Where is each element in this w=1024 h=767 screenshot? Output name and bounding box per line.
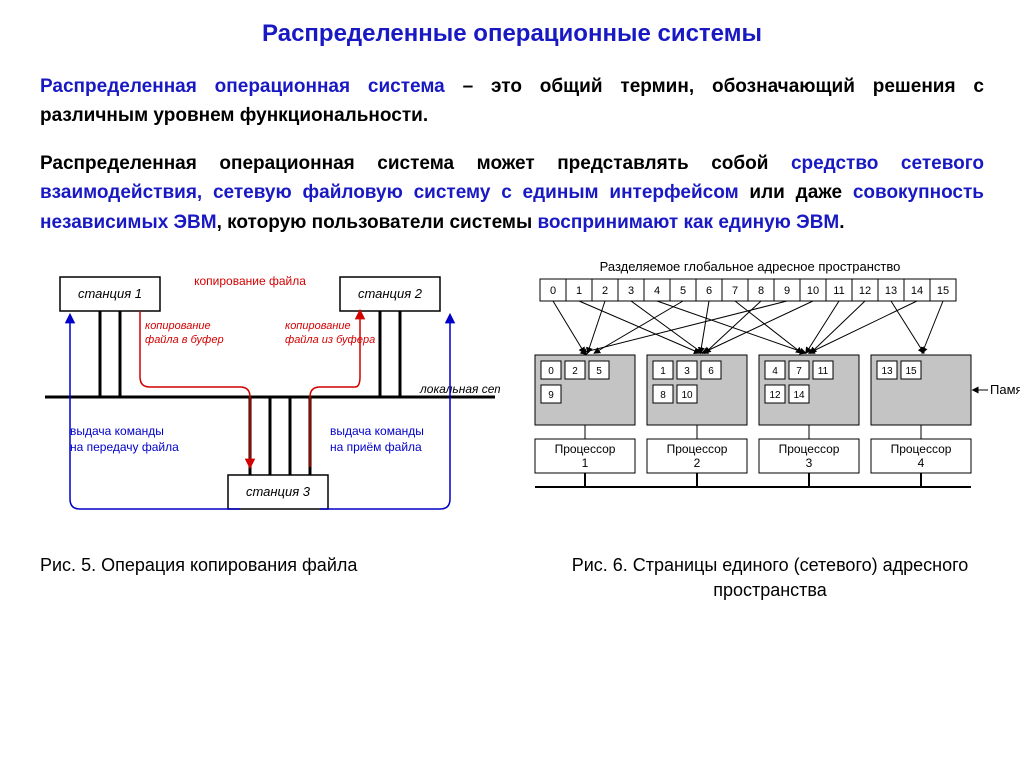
svg-text:Память: Память (990, 382, 1020, 397)
svg-text:14: 14 (793, 390, 805, 401)
svg-text:10: 10 (681, 390, 693, 401)
svg-text:14: 14 (911, 285, 923, 297)
svg-text:станция 2: станция 2 (358, 286, 423, 301)
svg-text:1: 1 (582, 456, 589, 470)
svg-text:4: 4 (918, 456, 925, 470)
svg-text:2: 2 (602, 285, 608, 297)
svg-text:выдача команды: выдача команды (70, 424, 164, 438)
svg-text:12: 12 (769, 390, 781, 401)
figure-6-caption: Рис. 6. Страницы единого (сетевого) адре… (520, 553, 1020, 603)
svg-text:копирование файла: копирование файла (194, 274, 306, 288)
svg-text:файла в буфер: файла в буфер (145, 334, 224, 346)
svg-text:13: 13 (881, 366, 893, 377)
svg-text:0: 0 (550, 285, 556, 297)
svg-text:3: 3 (628, 285, 634, 297)
svg-text:3: 3 (684, 366, 690, 377)
svg-text:выдача команды: выдача команды (330, 424, 424, 438)
svg-text:3: 3 (806, 456, 813, 470)
figure-5-caption: Рис. 5. Операция копирования файла (40, 553, 500, 578)
svg-text:6: 6 (706, 285, 712, 297)
figure-6: Разделяемое глобальное адресное простран… (520, 257, 1020, 603)
svg-text:станция 3: станция 3 (246, 484, 311, 499)
svg-text:Процессор: Процессор (779, 442, 840, 456)
svg-text:Разделяемое глобальное адресно: Разделяемое глобальное адресное простран… (600, 259, 901, 274)
svg-text:12: 12 (859, 285, 871, 297)
svg-text:0: 0 (548, 366, 554, 377)
svg-text:11: 11 (833, 285, 844, 297)
svg-text:4: 4 (654, 285, 660, 297)
svg-text:1: 1 (576, 285, 582, 297)
svg-text:2: 2 (572, 366, 578, 377)
svg-text:Процессор: Процессор (891, 442, 952, 456)
svg-text:1: 1 (660, 366, 666, 377)
svg-text:13: 13 (885, 285, 897, 297)
svg-text:копирование: копирование (285, 320, 351, 332)
svg-text:8: 8 (758, 285, 764, 297)
svg-text:7: 7 (796, 366, 802, 377)
svg-text:9: 9 (548, 390, 554, 401)
svg-text:15: 15 (905, 366, 917, 377)
svg-text:Процессор: Процессор (555, 442, 616, 456)
svg-text:15: 15 (937, 285, 949, 297)
svg-text:9: 9 (784, 285, 790, 297)
figure-5: станция 1 станция 2 станция 3 локальная сет… (40, 257, 500, 603)
page-title: Распределенные операционные системы (40, 20, 984, 48)
paragraph-1: Распределенная операционная система – эт… (40, 72, 984, 131)
svg-text:локальная сеть: локальная сеть (419, 382, 500, 396)
svg-text:на передачу файла: на передачу файла (70, 440, 179, 454)
svg-text:2: 2 (694, 456, 701, 470)
svg-text:8: 8 (660, 390, 666, 401)
svg-text:на приём файла: на приём файла (330, 440, 422, 454)
svg-text:4: 4 (772, 366, 778, 377)
paragraph-2: Распределенная операционная система може… (40, 149, 984, 237)
svg-text:копирование: копирование (145, 320, 211, 332)
svg-text:6: 6 (708, 366, 714, 377)
svg-text:Процессор: Процессор (667, 442, 728, 456)
svg-text:станция 1: станция 1 (78, 286, 142, 301)
svg-text:5: 5 (596, 366, 602, 377)
svg-text:файла из буфера: файла из буфера (285, 334, 375, 346)
svg-text:5: 5 (680, 285, 686, 297)
svg-text:10: 10 (807, 285, 819, 297)
svg-text:7: 7 (732, 285, 738, 297)
diagrams-row: станция 1 станция 2 станция 3 локальная сет… (40, 257, 984, 603)
svg-text:11: 11 (818, 366, 829, 377)
